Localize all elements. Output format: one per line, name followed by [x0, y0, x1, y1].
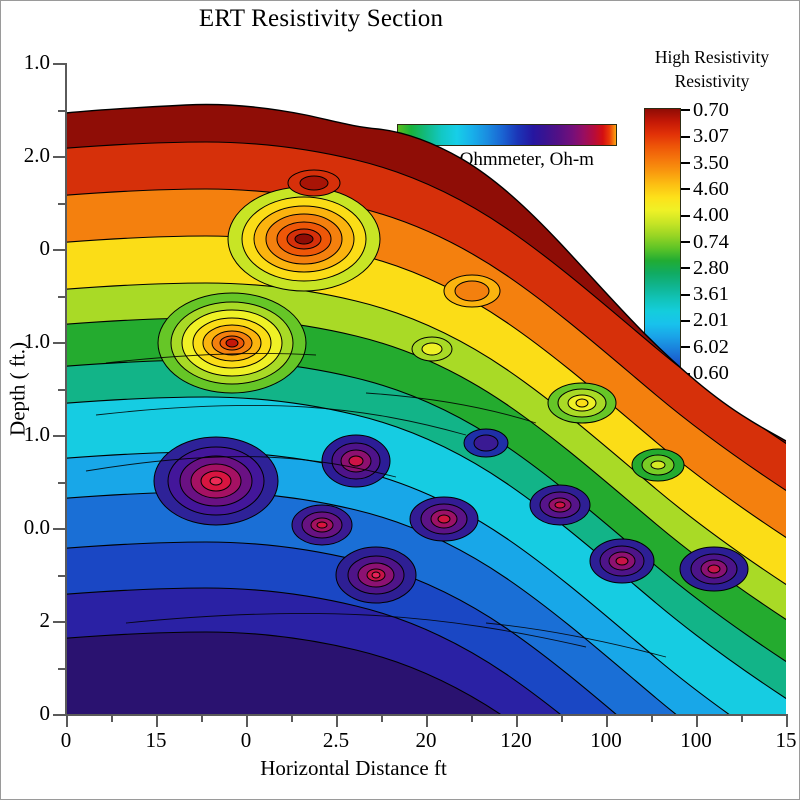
y-tick-label-0: 1.0: [23, 50, 50, 74]
legend-tick-0: [681, 109, 690, 112]
y-tick-7: [53, 714, 66, 716]
legend-value-8: 2.01: [693, 309, 729, 332]
legend-value-10: 0.60: [693, 362, 729, 385]
y-tick-minor-4: [58, 481, 66, 484]
legend-tick-8: [681, 319, 690, 322]
legend-title: Resistivity: [674, 71, 750, 91]
x-tick-6: [606, 714, 608, 727]
y-tick-label-2: 0: [39, 236, 51, 260]
y-axis-line: [65, 63, 67, 714]
y-tick-2: [53, 249, 66, 251]
y-tick-label-4: 1.0: [23, 422, 50, 446]
legend-value-2: 3.50: [693, 151, 729, 174]
x-tick-minor-4: [471, 714, 473, 722]
x-tick-label-7: 100: [680, 728, 712, 752]
y-tick-1: [53, 156, 66, 158]
x-tick-label-4: 20: [415, 728, 437, 752]
plot-area: Depth ( ft.) 1.0 2.0 0 1.0 1.0 0.0 2 0 0 15 0 2.5 20…: [6, 52, 797, 751]
x-tick-3: [336, 714, 338, 727]
x-tick-minor-2: [291, 714, 293, 722]
legend-value-6: 2.80: [693, 256, 729, 279]
x-tick-0: [66, 714, 68, 727]
y-tick-4: [53, 435, 66, 437]
x-tick-label-2: 0: [240, 728, 252, 752]
legend-value-3: 4.60: [693, 177, 729, 200]
y-tick-label-7: 0: [39, 701, 51, 725]
x-tick-2: [246, 714, 248, 727]
inset-colorbar-gradient: [398, 125, 616, 145]
x-tick-minor-6: [651, 714, 653, 722]
x-tick-label-0: 0: [60, 728, 72, 752]
x-tick-minor-3: [381, 714, 383, 722]
legend-value-4: 4.00: [693, 204, 729, 227]
y-tick-label-6: 2: [39, 608, 51, 632]
x-tick-1: [156, 714, 158, 727]
legend-tick-6: [681, 267, 690, 270]
legend-tick-5: [681, 241, 690, 243]
legend-value-1: 3.07: [693, 125, 729, 148]
page-title: ERT Resistivity Section: [198, 5, 444, 32]
resistivity-contour-section: [66, 103, 786, 714]
legend-tick-3: [681, 188, 690, 191]
y-tick-label-5: 0.0: [23, 515, 50, 539]
x-tick-minor-1: [201, 714, 203, 722]
legend-value-7: 3.61: [693, 283, 729, 306]
y-tick-minor-2: [58, 295, 66, 298]
x-tick-7: [696, 714, 698, 727]
x-tick-label-1: 15: [145, 728, 167, 752]
legend-high-resistivity-label: High Resistivity: [654, 47, 770, 67]
x-tick-label-8: 15: [775, 728, 797, 752]
y-tick-minor-0: [58, 109, 66, 112]
x-tick-label-3: 2.5: [322, 728, 350, 752]
legend-value-5: 0.74: [693, 230, 729, 253]
y-tick-minor-3: [58, 388, 66, 391]
x-tick-label-5: 120: [500, 728, 532, 752]
x-tick-minor-0: [111, 714, 113, 722]
x-tick-minor-5: [561, 714, 563, 722]
legend-tick-2: [681, 162, 690, 165]
legend-tick-1: [681, 135, 690, 138]
y-tick-label-3: 1.0: [23, 329, 50, 353]
legend-tick-7: [681, 293, 690, 296]
y-tick-5: [53, 528, 66, 530]
y-tick-0: [53, 63, 66, 65]
legend-value-labels: 0.70 3.07 3.50 4.60 4.00 0.74 2.80 3.61 2.01 6.02…: [693, 100, 793, 391]
y-tick-minor-5: [58, 574, 66, 577]
x-tick-label-6: 100: [590, 728, 622, 752]
y-tick-minor-1: [58, 202, 66, 205]
x-tick-minor-7: [741, 714, 743, 722]
x-tick-4: [426, 714, 428, 727]
y-tick-6: [53, 621, 66, 623]
legend-tick-9: [681, 346, 690, 349]
y-tick-3: [53, 342, 66, 344]
legend-tick-4: [681, 214, 690, 217]
y-tick-minor-6: [58, 667, 66, 670]
x-tick-5: [516, 714, 518, 727]
x-tick-8: [786, 714, 788, 727]
y-tick-label-1: 2.0: [23, 143, 50, 167]
legend-value-0: 0.70: [693, 98, 729, 121]
legend-value-9: 6.02: [693, 335, 729, 358]
x-axis-title: Horizontal Distance ft: [260, 756, 447, 780]
